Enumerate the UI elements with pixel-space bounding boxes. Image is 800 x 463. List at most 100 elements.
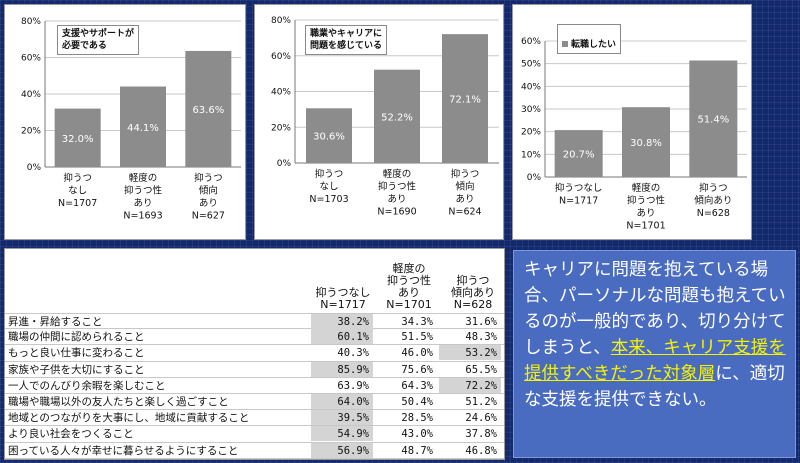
table-header-col-1: 抑うつなし N=1717 <box>315 286 371 311</box>
category-label-line: N=624 <box>448 207 481 218</box>
bar <box>374 69 420 163</box>
table-cell: 51.5% <box>401 331 433 344</box>
table-row: 地域とのつながりを大事にし、地域に貢献すること 39.5% 28.5% 24.6% <box>5 410 504 427</box>
y-tick-label: 60% <box>271 52 291 62</box>
table-row: 一人でのんびり余暇を楽しむこと 63.9% 64.3% 72.2% <box>5 377 504 394</box>
chart-panel-support-needed: 0% 20% 40% 60% 80% 32.0% 抑うつなし N=1707 44.1% 軽度の抑う… <box>4 4 246 240</box>
message-box: キャリアに問題を抱えている場合、パーソナルな問題も抱えているのが一般的であり、切… <box>513 250 796 458</box>
message-text-2: に、適切な支援を提供できない。 <box>524 364 785 410</box>
category-label: 抑うつ傾向あり N=624 <box>448 168 481 218</box>
table-row-label: 困っている人々が幸せに暮らせるようにすること <box>8 444 239 457</box>
bar <box>120 86 166 167</box>
chart-svg-job-change: 0% 10% 20% 30% 40% 50% 60% 20.7% 抑うつなし N=1717 30.8… <box>521 37 747 232</box>
category-label-line: N=1701 <box>626 221 665 232</box>
y-tick-label: 50% <box>521 60 541 70</box>
category-label: 軽度の抑うつ性あり N=1690 <box>377 168 416 218</box>
y-tick-label: 20% <box>271 123 291 133</box>
category-label-line: 傾向 <box>455 181 474 193</box>
data-label: 51.4% <box>697 115 729 126</box>
data-label: 63.6% <box>192 105 224 116</box>
category-label-line: 抑うつ性 <box>124 185 163 197</box>
table-cell: 72.2% <box>439 377 501 393</box>
y-tick-label: 60% <box>521 37 541 47</box>
y-tick-label: 0% <box>527 173 542 183</box>
table-row-label: 昇進・昇給すること <box>8 316 103 328</box>
category-label-line: 傾向あり <box>694 195 732 207</box>
legend-label: 転職したい <box>571 40 617 50</box>
chart-svg-support-needed: 0%20%40%60%80%32.0%抑うつなし N=170744.1%軽度の抑う… <box>21 17 241 222</box>
table-cell: 64.3% <box>401 379 433 392</box>
bar <box>689 60 738 177</box>
y-tick-label: 80% <box>271 16 291 26</box>
data-label: 72.1% <box>449 95 481 106</box>
table-cell: 39.5% <box>311 410 373 426</box>
values-table: 抑うつなし N=1717 軽度の 抑うつ性 あり N=1701 抑うつ 傾向あり… <box>4 248 505 460</box>
bar <box>54 108 101 167</box>
table-row: もっと良い仕事に変わること 40.3% 46.0% 53.2% <box>5 345 504 362</box>
category-label-line: 軽度の <box>632 182 661 194</box>
table-cell: 34.3% <box>401 316 433 328</box>
chart-panel-job-change: 0% 10% 20% 30% 40% 50% 60% 20.7% 抑うつなし N=1717 30.8… <box>512 4 752 240</box>
category-label: 抑うつなし N=1707 <box>58 172 97 209</box>
legend-swatch <box>562 41 568 47</box>
chart-panel-career-problem: 0% 20% 40% 60% 80% 30.6% 抑うつなし N=1703 52.2% 軽度の抑う… <box>254 4 504 240</box>
category-label-line: あり <box>133 198 152 209</box>
table-cell: 31.6% <box>465 316 497 328</box>
category-label-line: N=628 <box>697 208 730 219</box>
table-cell: 60.1% <box>311 329 373 345</box>
y-tick-label: 30% <box>521 105 541 115</box>
table-cell: 48.3% <box>465 331 497 344</box>
chart-legend-career-problem: 職業やキャリアに 問題を感じている <box>305 25 388 55</box>
category-label-line: あり <box>387 194 406 205</box>
table-header-col-2: 軽度の 抑うつ性 あり N=1701 <box>386 262 432 311</box>
category-label-line: 軽度の <box>383 168 412 180</box>
table-cell: 75.6% <box>401 363 433 376</box>
bar <box>554 130 603 177</box>
message-text-1: キャリアに問題を抱えている場合、パーソナルな問題も抱えているのが一般的であり、切… <box>524 260 786 358</box>
category-label-line: 抑うつなし <box>555 182 603 194</box>
bar <box>622 107 670 177</box>
category-label-line: 抑うつ <box>699 182 728 194</box>
table-cell: 63.9% <box>337 379 369 392</box>
bar <box>306 108 352 163</box>
category-label-line: N=1690 <box>377 207 416 218</box>
category-label-line: N=1717 <box>559 196 598 207</box>
table-row: 昇進・昇給すること 38.2% 34.3% 31.6% <box>5 313 504 330</box>
category-label: 抑うつなし N=1717 <box>555 182 603 207</box>
table-row-label: より良い社会をつくること <box>8 428 134 441</box>
table-cell: 24.6% <box>465 412 497 425</box>
category-label-line: 抑うつ <box>63 172 92 184</box>
table-row-label: 職場の仲間に認められること <box>8 331 145 344</box>
category-label-line: 軽度の <box>129 172 158 184</box>
data-label: 44.1% <box>127 123 159 134</box>
table-row-label: 地域とのつながりを大事にし、地域に貢献すること <box>8 412 250 425</box>
table-cell: 56.9% <box>311 442 373 458</box>
chart-legend-support-needed: 支援やサポートが 必要である <box>57 25 140 55</box>
table-cell: 51.2% <box>465 396 497 408</box>
data-label: 20.7% <box>563 150 595 161</box>
table-cell: 40.3% <box>337 347 369 360</box>
table-row: 家族や子供を大切にすること 85.9% 75.6% 65.5% <box>5 361 504 378</box>
table-cell: 54.9% <box>311 426 373 442</box>
category-label-line: 抑うつ <box>451 168 480 180</box>
category-label-line: あり <box>636 208 655 219</box>
y-tick-label: 40% <box>271 88 291 98</box>
table-row: 困っている人々が幸せに暮らせるようにすること 56.9% 48.7% 46.8% <box>5 442 504 459</box>
category-label-line: 抑うつ <box>194 172 223 184</box>
bar <box>442 34 488 164</box>
table-cell: 37.8% <box>465 428 497 441</box>
bar <box>185 50 232 167</box>
table-cell: 65.5% <box>465 363 497 376</box>
category-label-line: N=1707 <box>58 198 97 209</box>
category-label: 抑うつなし N=1703 <box>309 168 348 205</box>
table-cell: 48.7% <box>401 444 433 457</box>
category-label-line: 抑うつ <box>315 168 344 180</box>
table-cell: 46.8% <box>465 444 497 457</box>
data-label: 30.8% <box>630 138 662 149</box>
category-label-line: なし <box>319 182 338 193</box>
category-label: 軽度の抑うつ性あり N=1693 <box>123 172 162 222</box>
table-cell: 53.2% <box>439 345 501 361</box>
data-label: 52.2% <box>381 112 413 123</box>
category-label-line: あり <box>455 194 474 205</box>
table-cell: 64.0% <box>311 394 373 409</box>
